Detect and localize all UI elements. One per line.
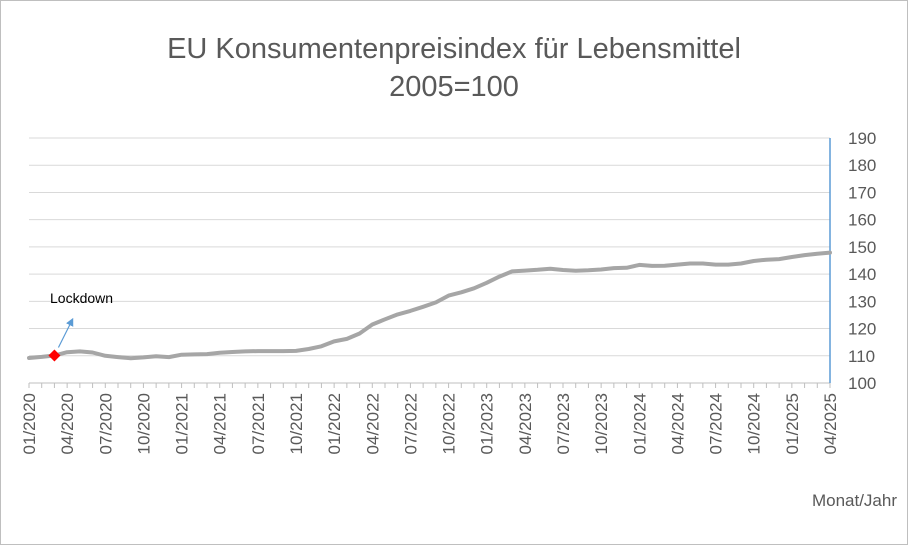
chart-title-line-2: 2005=100 bbox=[389, 71, 519, 103]
x-tick-label: 07/2021 bbox=[249, 393, 268, 454]
y-tick-label: 100 bbox=[848, 374, 876, 393]
x-tick-label: 01/2022 bbox=[325, 393, 344, 454]
lockdown-marker bbox=[48, 349, 61, 362]
x-tick-label: 01/2023 bbox=[478, 393, 497, 454]
series-line bbox=[27, 250, 832, 361]
x-tick-label: 04/2021 bbox=[211, 393, 230, 454]
x-tick-label: 10/2020 bbox=[134, 393, 153, 454]
x-tick-label: 01/2020 bbox=[20, 393, 39, 454]
x-tick-label: 10/2021 bbox=[287, 393, 306, 454]
x-tick-label: 04/2022 bbox=[363, 393, 382, 454]
chart-title: EU Konsumentenpreisindex für Lebensmitte… bbox=[167, 33, 741, 103]
x-tick-label: 04/2024 bbox=[668, 393, 687, 454]
x-tick-label: 04/2025 bbox=[821, 393, 840, 454]
x-tick-label: 01/2024 bbox=[630, 393, 649, 454]
y-tick-label: 170 bbox=[848, 183, 876, 202]
y-tick-label: 190 bbox=[848, 129, 876, 148]
x-tick-label: 01/2021 bbox=[173, 393, 192, 454]
x-tick-label: 10/2022 bbox=[440, 393, 459, 454]
x-tick-label: 01/2025 bbox=[783, 393, 802, 454]
x-tick-label: 10/2024 bbox=[745, 393, 764, 454]
y-tick-label: 120 bbox=[848, 320, 876, 339]
x-tick-label: 07/2022 bbox=[401, 393, 420, 454]
x-tick-label: 07/2024 bbox=[707, 393, 726, 454]
y-axis: 100 110 120 130 140 150 160 170 180 190 bbox=[829, 129, 876, 393]
x-axis-label: Monat/Jahr bbox=[812, 491, 897, 510]
x-tick-label: 04/2020 bbox=[58, 393, 77, 454]
y-tick-label: 180 bbox=[848, 156, 876, 175]
annotation-arrow bbox=[57, 317, 74, 348]
annotations: Lockdown bbox=[50, 290, 113, 348]
x-tick-label: 07/2020 bbox=[96, 393, 115, 454]
y-tick-label: 150 bbox=[848, 238, 876, 257]
y-tick-label: 110 bbox=[848, 347, 875, 366]
chart-title-line-1: EU Konsumentenpreisindex für Lebensmitte… bbox=[167, 33, 741, 65]
markers bbox=[48, 349, 61, 362]
x-tick-label: 04/2023 bbox=[516, 393, 535, 454]
x-tick-label: 07/2023 bbox=[554, 393, 573, 454]
annotation-lockdown: Lockdown bbox=[50, 290, 113, 306]
y-tick-label: 140 bbox=[848, 265, 876, 284]
gridlines bbox=[29, 137, 830, 384]
y-tick-label: 130 bbox=[848, 292, 876, 311]
x-axis: 01/2020 04/2020 07/2020 10/2020 01/2021 04/20… bbox=[20, 382, 840, 454]
x-tick-label: 10/2023 bbox=[592, 393, 611, 454]
series-lines bbox=[27, 250, 832, 361]
y-tick-label: 160 bbox=[848, 211, 876, 230]
